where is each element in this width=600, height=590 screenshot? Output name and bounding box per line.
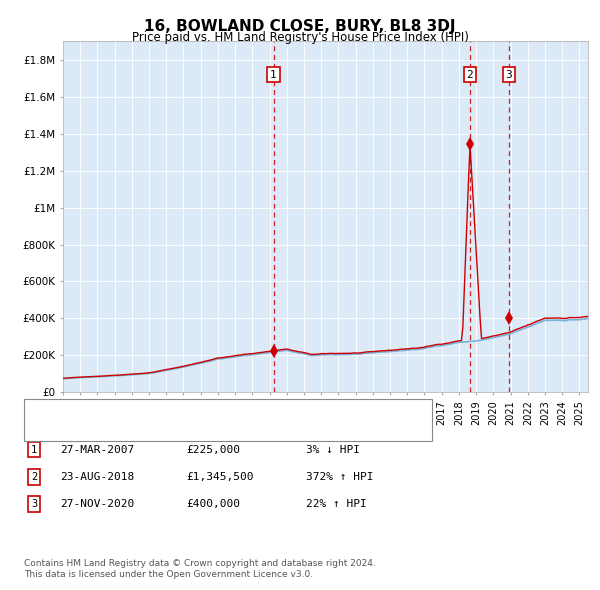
Text: Price paid vs. HM Land Registry's House Price Index (HPI): Price paid vs. HM Land Registry's House …	[131, 31, 469, 44]
Text: 1: 1	[31, 445, 37, 454]
Text: 22% ↑ HPI: 22% ↑ HPI	[306, 499, 367, 509]
Text: £400,000: £400,000	[186, 499, 240, 509]
Text: 2: 2	[31, 472, 37, 481]
Text: 3: 3	[31, 499, 37, 509]
Text: 27-NOV-2020: 27-NOV-2020	[60, 499, 134, 509]
Text: 1: 1	[270, 70, 277, 80]
Text: Contains HM Land Registry data © Crown copyright and database right 2024.
This d: Contains HM Land Registry data © Crown c…	[24, 559, 376, 579]
Text: 27-MAR-2007: 27-MAR-2007	[60, 445, 134, 454]
Text: 23-AUG-2018: 23-AUG-2018	[60, 472, 134, 481]
Text: HPI: Average price, detached house, Bury: HPI: Average price, detached house, Bury	[64, 426, 281, 435]
Text: 3% ↓ HPI: 3% ↓ HPI	[306, 445, 360, 454]
Text: 16, BOWLAND CLOSE, BURY, BL8 3DJ (detached house): 16, BOWLAND CLOSE, BURY, BL8 3DJ (detach…	[64, 406, 352, 416]
Text: 372% ↑ HPI: 372% ↑ HPI	[306, 472, 373, 481]
Text: 2: 2	[467, 70, 473, 80]
Text: 16, BOWLAND CLOSE, BURY, BL8 3DJ: 16, BOWLAND CLOSE, BURY, BL8 3DJ	[144, 19, 456, 34]
Text: £225,000: £225,000	[186, 445, 240, 454]
Text: 3: 3	[506, 70, 512, 80]
Text: £1,345,500: £1,345,500	[186, 472, 254, 481]
